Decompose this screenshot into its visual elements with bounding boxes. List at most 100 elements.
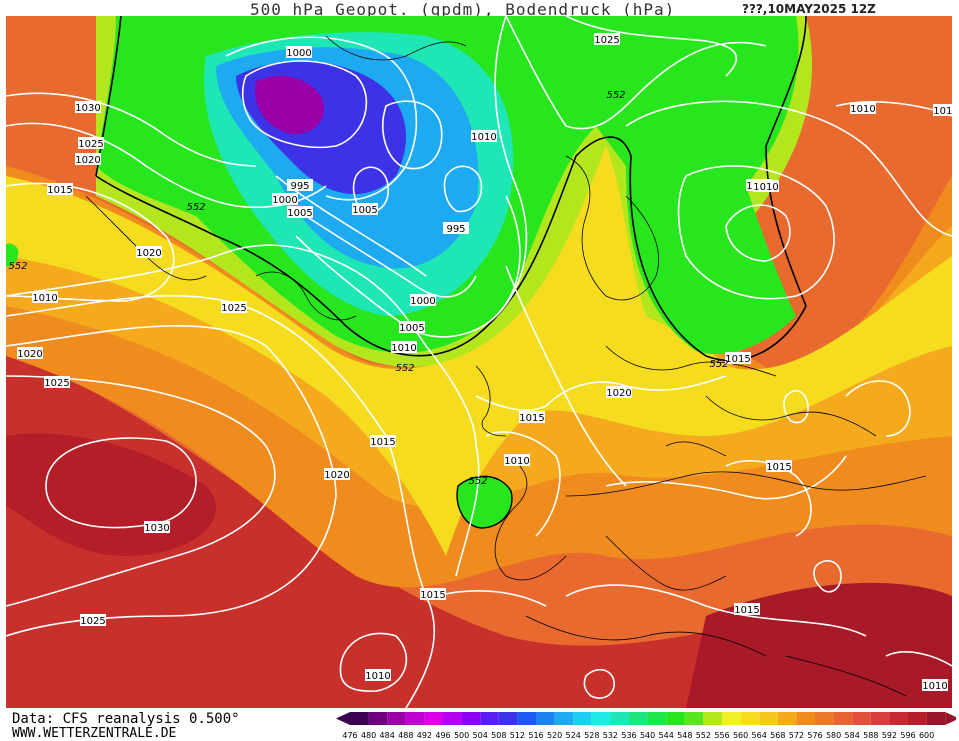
isobar-label: 1005 xyxy=(399,321,425,334)
legend-swatch xyxy=(740,712,760,725)
field-deep-red-south xyxy=(6,356,952,708)
legend-swatch xyxy=(722,712,741,725)
isobar-label: 1005 xyxy=(287,206,313,219)
isobar-label-text: 1005 xyxy=(399,323,424,334)
legend-swatch xyxy=(591,712,611,725)
isobar-label: 1020 xyxy=(606,386,632,399)
legend-tick-label: 564 xyxy=(752,731,767,740)
isobar-label: 1015 xyxy=(766,460,792,473)
legend-tick-label: 528 xyxy=(584,731,599,740)
legend-tick-label: 480 xyxy=(361,731,376,740)
legend-tick-label: 488 xyxy=(398,731,413,740)
legend-swatch xyxy=(759,712,778,725)
isobar-label-text: 1020 xyxy=(324,470,349,481)
legend-swatch xyxy=(833,712,853,725)
geopot-label: 552 xyxy=(468,476,487,487)
isobar-label: 1010 xyxy=(391,341,417,354)
isobar-label: 1025 xyxy=(44,376,70,389)
legend-tick-label: 600 xyxy=(919,731,934,740)
isobar-label: 1030 xyxy=(75,101,101,114)
legend-swatch xyxy=(498,712,518,725)
geopot-label: 552 xyxy=(8,261,27,272)
isobar-label-text: 1015 xyxy=(420,590,445,601)
legend-swatch xyxy=(926,712,946,725)
geopot-label-text: 552 xyxy=(395,363,414,374)
legend-arrow-left xyxy=(336,712,350,725)
isobar-label: 1010 xyxy=(850,102,876,115)
legend-swatch xyxy=(852,712,871,725)
legend-swatch xyxy=(517,712,536,725)
isobar-label-text: 1010 xyxy=(391,343,416,354)
isobar-label-text: 1015 xyxy=(766,462,791,473)
legend-swatch xyxy=(554,712,574,725)
legend-tick-label: 500 xyxy=(454,731,469,740)
legend-swatch xyxy=(461,712,481,725)
legend-swatch xyxy=(629,712,648,725)
geopot-label: 552 xyxy=(709,359,728,370)
legend-tick-label: 540 xyxy=(640,731,655,740)
legend-tick-label: 568 xyxy=(770,731,785,740)
legend-swatch xyxy=(870,712,890,725)
isobar-label-text: 1020 xyxy=(606,388,631,399)
isobar-label-text: 1015 xyxy=(519,413,544,424)
legend-tick-label: 524 xyxy=(566,731,581,740)
isobar-label: 1015 xyxy=(47,183,73,196)
field-green-iberia xyxy=(457,476,512,528)
geopot-label: 552 xyxy=(186,202,205,213)
isobar-label-text: 1020 xyxy=(136,248,161,259)
legend-swatch xyxy=(815,712,834,725)
isobar-label: 1010 xyxy=(365,669,391,682)
legend-tick-label: 532 xyxy=(603,731,618,740)
legend-swatch xyxy=(684,712,704,725)
geopot-label: 552 xyxy=(395,363,414,374)
isobar-label-text: 1020 xyxy=(17,349,42,360)
chart-title: 500 hPa Geopot. (gpdm), Bodendruck (hPa) xyxy=(250,0,676,19)
isobar-label: 1020 xyxy=(324,468,350,481)
isobar-label-text: 1010 xyxy=(32,293,57,304)
isobar-label: 1020 xyxy=(17,347,43,360)
field-violet-core xyxy=(255,76,325,135)
legend-tick-label: 484 xyxy=(380,731,395,740)
isobar-label: 1010 xyxy=(32,291,58,304)
legend-tick-label: 516 xyxy=(528,731,543,740)
isobar-label-text: 1020 xyxy=(75,155,100,166)
legend-swatch xyxy=(536,712,555,725)
isobar-label-text: 1015 xyxy=(734,605,759,616)
isobar-label: 1010 xyxy=(753,180,779,193)
legend-swatch xyxy=(405,712,425,725)
legend-tick-label: 496 xyxy=(435,731,450,740)
isobar-label-text: 1025 xyxy=(221,303,246,314)
legend-arrow-right xyxy=(945,712,956,725)
isobar-label-text: 1030 xyxy=(75,103,100,114)
legend-tick-label: 588 xyxy=(863,731,878,740)
legend-swatch xyxy=(889,712,908,725)
isobar-label-text: 1010 xyxy=(922,681,947,692)
isobar-label-text: 995 xyxy=(446,224,465,235)
legend-tick-label: 580 xyxy=(826,731,841,740)
legend-tick-label: 520 xyxy=(547,731,562,740)
legend-tick-label: 572 xyxy=(789,731,804,740)
isobar-label-text: 1025 xyxy=(44,378,69,389)
isobar-label-text: 1000 xyxy=(286,48,311,59)
legend-swatch xyxy=(666,712,685,725)
isobar-label: 1015 xyxy=(420,588,446,601)
geopot-label-text: 552 xyxy=(468,476,487,487)
legend-tick-label: 544 xyxy=(659,731,674,740)
legend-swatch xyxy=(777,712,797,725)
coastlines xyxy=(85,35,927,697)
isobar-label: 1020 xyxy=(136,246,162,259)
isobar-label: 1000 xyxy=(410,294,436,307)
isobar-label-text: 1025 xyxy=(78,139,103,150)
legend-tick-label: 552 xyxy=(696,731,711,740)
legend-swatch xyxy=(573,712,592,725)
isobar-label: 1015 xyxy=(725,352,751,365)
isobar-label: 1015 xyxy=(519,411,545,424)
isobar-labels: 1000 1025 1030 1025 1020 1015 1010 995 1000 1005 1… xyxy=(17,33,952,692)
isobar-label: 1010 xyxy=(471,130,497,143)
isobar-label-text: 1010 xyxy=(471,132,496,143)
isobar-label: 1005 xyxy=(352,203,378,216)
weather-map: 1000 1025 1030 1025 1020 1015 1010 995 1000 1005 1… xyxy=(6,16,952,708)
isobar-label: 1025 xyxy=(221,301,247,314)
geopot-contour-552-iberia xyxy=(456,475,513,529)
isobar-label: 1025 xyxy=(80,614,106,627)
